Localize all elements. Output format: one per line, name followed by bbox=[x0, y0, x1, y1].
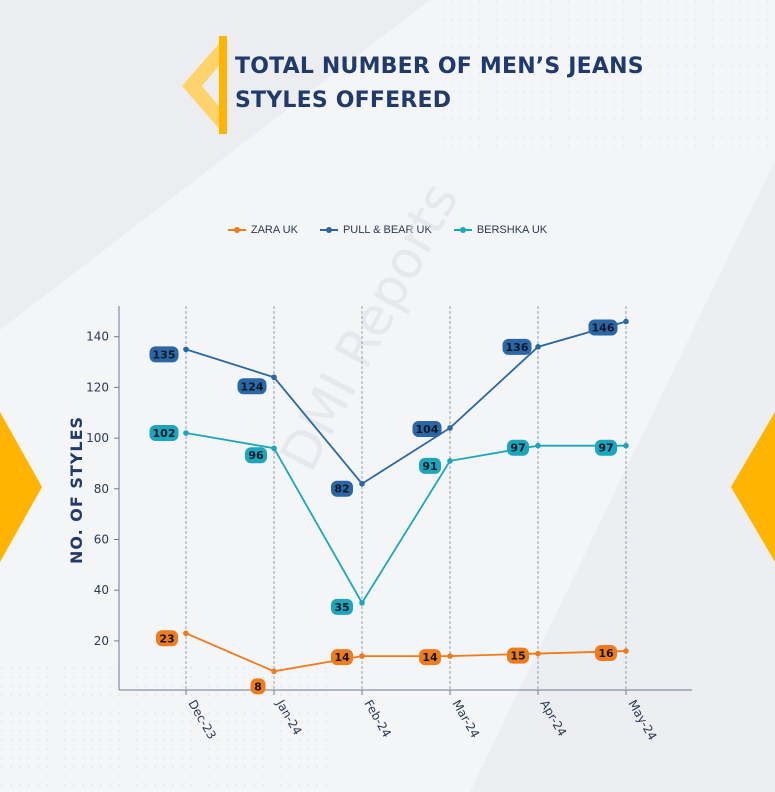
x-tick-label: May-24 bbox=[625, 698, 659, 743]
data-label-badge bbox=[412, 420, 442, 437]
data-point bbox=[183, 630, 189, 637]
title-chevron-shape bbox=[182, 40, 222, 132]
data-label-badge bbox=[331, 598, 353, 615]
data-point bbox=[623, 442, 629, 449]
title-accent-bar bbox=[219, 36, 227, 134]
legend-label: BERSHKA UK bbox=[476, 224, 548, 236]
y-tick-label: 100 bbox=[86, 431, 109, 445]
legend-swatch bbox=[227, 227, 246, 233]
data-label-badge bbox=[507, 647, 529, 664]
series-line bbox=[185, 432, 626, 605]
x-tick-label: Feb-24 bbox=[361, 698, 394, 740]
data-label: 124 bbox=[241, 380, 264, 393]
data-label-badge bbox=[237, 378, 267, 395]
data-point bbox=[535, 344, 541, 350]
y-tick-label: 40 bbox=[94, 583, 109, 597]
data-point bbox=[271, 668, 277, 675]
data-label-badge bbox=[245, 447, 267, 464]
left-accent-triangle bbox=[0, 412, 42, 562]
data-point bbox=[271, 445, 277, 452]
data-label-badge bbox=[250, 678, 266, 695]
chart-legend: ZARA UK PULL & BEAR UK BERSHKA UK bbox=[0, 224, 775, 236]
y-tick-label: 140 bbox=[86, 330, 109, 344]
y-tick-label: 60 bbox=[94, 533, 109, 547]
series-line bbox=[185, 320, 627, 485]
data-label: 15 bbox=[510, 650, 525, 663]
data-label-badge bbox=[595, 645, 617, 662]
legend-item: PULL & BEAR UK bbox=[319, 224, 432, 236]
data-point bbox=[623, 648, 629, 654]
legend-swatch bbox=[453, 227, 472, 233]
x-tick-label: Apr-24 bbox=[537, 698, 569, 739]
data-label: 97 bbox=[598, 442, 613, 455]
data-label: 136 bbox=[506, 341, 529, 354]
data-label: 135 bbox=[153, 348, 176, 361]
data-label: 14 bbox=[422, 651, 438, 664]
chart-title-line-1: TOTAL NUMBER OF MEN’S JEANS bbox=[235, 54, 644, 79]
data-point bbox=[359, 653, 365, 659]
y-axis-title: NO. OF STYLES bbox=[67, 416, 86, 564]
data-label: 35 bbox=[334, 601, 349, 614]
data-label: 16 bbox=[598, 647, 614, 660]
data-point bbox=[271, 374, 277, 381]
data-point bbox=[535, 442, 541, 449]
chart-title-line-2: STYLES OFFERED bbox=[235, 88, 452, 113]
data-point bbox=[183, 430, 189, 436]
y-tick-label: 120 bbox=[86, 380, 109, 394]
data-label-badge bbox=[595, 439, 617, 456]
data-label-badge bbox=[419, 649, 441, 666]
legend-item: ZARA UK bbox=[227, 224, 298, 236]
legend-item: BERSHKA UK bbox=[453, 224, 548, 236]
data-label-badge bbox=[331, 480, 353, 497]
y-tick-label: 80 bbox=[94, 482, 109, 496]
series-line bbox=[185, 632, 627, 673]
x-tick-label: Mar-24 bbox=[449, 698, 482, 741]
data-label: 146 bbox=[592, 321, 615, 334]
data-label-badge bbox=[507, 439, 529, 456]
data-point bbox=[623, 318, 629, 325]
data-label-badge bbox=[149, 425, 179, 442]
data-point bbox=[359, 480, 365, 487]
data-label-badge bbox=[149, 346, 179, 363]
legend-label: ZARA UK bbox=[250, 224, 298, 236]
data-label: 91 bbox=[422, 460, 437, 473]
data-point bbox=[447, 458, 453, 464]
data-label-badge bbox=[588, 319, 618, 336]
right-accent-triangle bbox=[731, 412, 775, 562]
data-label-badge bbox=[156, 630, 178, 647]
data-point bbox=[535, 650, 541, 657]
data-label: 8 bbox=[254, 680, 262, 693]
legend-label: PULL & BEAR UK bbox=[342, 224, 432, 236]
data-label-badge bbox=[502, 338, 532, 355]
data-label: 102 bbox=[153, 427, 176, 440]
data-point bbox=[359, 600, 365, 606]
data-point bbox=[183, 346, 189, 353]
data-point bbox=[447, 653, 453, 659]
data-label: 23 bbox=[159, 632, 174, 645]
legend-swatch bbox=[319, 227, 338, 233]
x-tick-label: Dec-23 bbox=[185, 698, 219, 742]
data-label-badge bbox=[331, 649, 353, 666]
data-label: 96 bbox=[248, 449, 264, 462]
data-label: 97 bbox=[510, 442, 525, 455]
data-label: 14 bbox=[334, 651, 350, 664]
data-label: 104 bbox=[416, 423, 439, 436]
x-tick-label: Jan-24 bbox=[273, 697, 305, 738]
data-point bbox=[447, 425, 453, 431]
data-label: 82 bbox=[334, 483, 349, 496]
y-tick-label: 20 bbox=[94, 634, 109, 648]
data-label-badge bbox=[419, 457, 441, 474]
